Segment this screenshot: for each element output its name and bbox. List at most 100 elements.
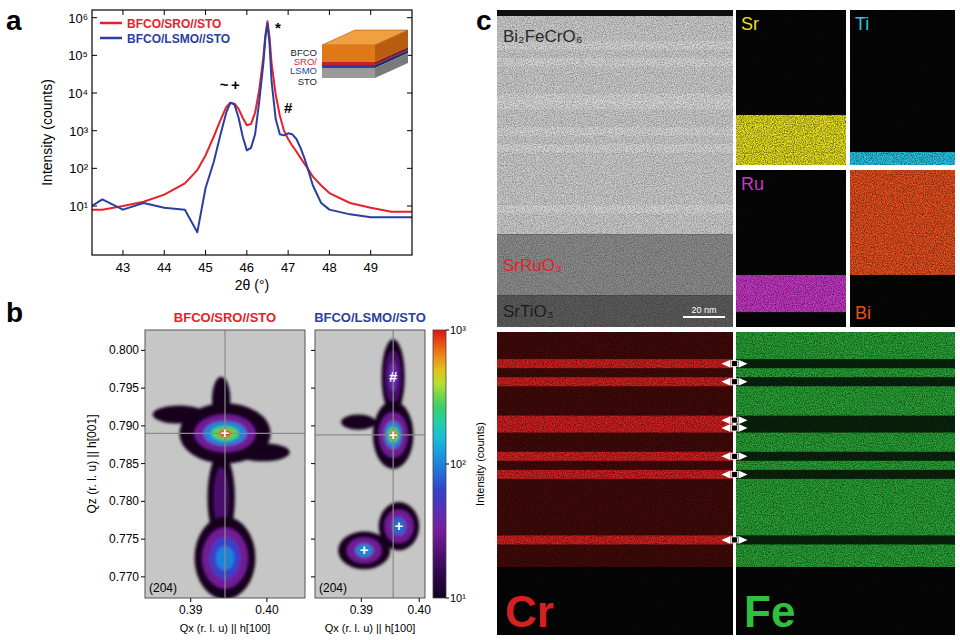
arrow-left [722,416,731,424]
y-tick-label: 0.785 [109,457,139,471]
x-tick [370,10,371,15]
y-axis-title: Intensity (counts) [39,79,55,186]
map-background [315,330,425,598]
texture [736,332,955,635]
eds-background [850,10,955,165]
y-tick-label: 10² [69,161,88,176]
arrow-marker [722,470,748,478]
y-tick [92,55,97,56]
y-tick [311,576,315,577]
y-tick [311,350,315,351]
texture [736,10,846,165]
map-title: BFCO/LSMO//STO [314,310,426,325]
map-background [145,330,305,598]
element-label: Ti [855,14,869,34]
x-axis-title: Qx (r. l. u) || h[100] [180,622,271,634]
arrow-right [739,470,748,478]
x-tick [122,10,123,15]
x-tick [288,250,289,255]
arrow-left [722,424,731,432]
map-background [736,332,955,635]
colorbar-title: Intensity (counts) [474,422,486,506]
arrow-marker [722,536,748,544]
figure: a4344454647484910¹10²10³10⁴10⁵10⁶2θ (°)I… [0,0,960,640]
texture [850,170,955,327]
plot-background [92,10,412,255]
y-tick-label: 10⁴ [68,86,88,101]
eds-background [850,170,955,327]
arrow-left [722,452,731,460]
x-tick [266,598,267,602]
y-tick-label: 0.800 [109,343,139,357]
scale-bar [683,316,725,318]
y-tick [92,93,97,94]
arrow-square [732,425,738,431]
colorbar [433,330,446,598]
y-tick-label: 10⁶ [68,11,88,26]
x-tick [164,250,165,255]
inset-layer-front [322,62,375,65]
x-tick-label: 0.39 [179,603,203,617]
element-label: Cr [505,587,554,636]
inset-label: LSMO [290,65,317,76]
x-tick [190,598,191,602]
reflection-label: (204) [149,581,177,595]
eds-background [736,10,846,165]
y-tick [141,350,145,351]
peak-marker: + [389,426,398,443]
inset-layer-front [322,65,375,68]
peak-level [379,502,420,550]
peak-group [338,339,419,569]
x-tick [419,598,420,602]
x-tick-label: 0.40 [408,603,432,617]
y-tick [311,425,315,426]
x-tick [329,250,330,255]
series-line [92,21,412,211]
x-tick [246,250,247,255]
peak-group [153,377,290,598]
x-tick [288,10,289,15]
x-tick [122,250,123,255]
layer-label: SrTiO₃ [503,302,554,321]
arrow-right [739,536,748,544]
arrow-marker [722,424,748,432]
panel-letter: a [6,5,22,36]
data-group [315,330,425,598]
peak-level [384,510,413,543]
y-tick [92,130,97,131]
x-tick [205,10,206,15]
y-tick-label: 0.795 [109,381,139,395]
layer-label: Bi₂FeCrO₆ [503,27,583,46]
arrow-marker [722,452,748,460]
y-tick [92,17,97,18]
element-map [497,332,733,635]
y-tick [141,425,145,426]
y-tick [311,388,315,389]
colorbar-tick [446,464,449,465]
y-tick [141,576,145,577]
arrow-square [732,471,738,477]
peak-level [347,538,382,564]
x-tick-label: 47 [281,260,295,275]
legend-swatch [100,37,122,40]
y-tick-label: 10³ [69,124,88,139]
x-tick [329,10,330,15]
panel-c: Bi₂FeCrO₆SrRuO₃SrTiO₃c20 nmSrTiRuBiCrFe [476,5,955,636]
stem-image [497,10,733,327]
arrow-left [722,536,731,544]
y-tick [407,206,412,207]
annotation: * [275,19,281,36]
y-tick-label: 0.790 [109,419,139,433]
series-line [92,24,412,233]
x-tick-label: 43 [116,260,130,275]
colorbar-tick-label: 10¹ [450,592,466,604]
legend-label: BFCO/LSMO//STO [127,32,230,46]
x-tick [205,250,206,255]
panel-b-map: BFCO/LSMO//STO#+++(204)0.390.40Qx (r. l.… [311,310,486,634]
peak-marker: + [360,541,369,558]
arrow-left [722,378,731,386]
x-tick-label: 48 [322,260,336,275]
texture [497,10,733,327]
y-tick [141,501,145,502]
data-group [92,21,412,232]
